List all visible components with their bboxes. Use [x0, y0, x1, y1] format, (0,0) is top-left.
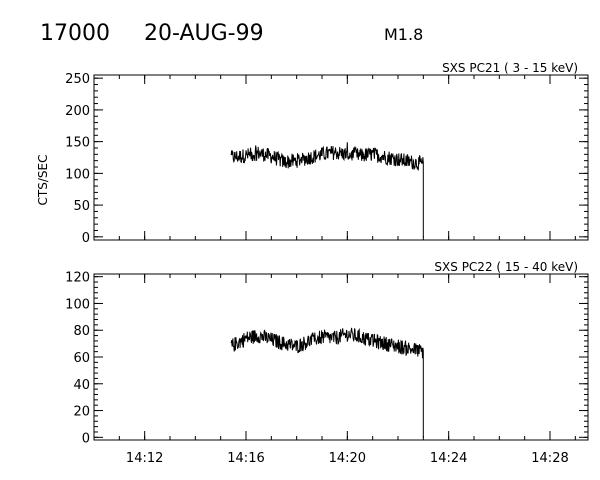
y-tick-label: 80 — [73, 324, 90, 339]
y-tick-label: 0 — [82, 431, 90, 446]
panel-title-pc21: SXS PC21 ( 3 - 15 keV) — [442, 61, 578, 75]
plot-frame-pc21 — [93, 74, 589, 241]
event-id: 17000 — [40, 21, 110, 46]
x-tick-label: 14:28 — [531, 451, 568, 466]
ticks-pc21: 0 50 100 150 200 250 — [65, 72, 588, 246]
x-tick-label: 14:12 — [126, 451, 163, 466]
ticks-pc22: 14:12 14:16 14:20 14:24 14:28 0 20 40 60 80 100 120 — [65, 271, 588, 466]
y-tick-label: 100 — [65, 167, 90, 182]
panel-pc21: SXS PC21 ( 3 - 15 keV) CTS/SEC 0 50 100 150… — [36, 61, 589, 246]
event-date: 20-AUG-99 — [144, 21, 264, 46]
y-tick-label: 250 — [65, 72, 90, 87]
panel-title-pc22: SXS PC22 ( 15 - 40 keV) — [434, 260, 578, 274]
trace-pc22 — [230, 327, 424, 438]
y-tick-label: 150 — [65, 136, 90, 151]
flare-class: M1.8 — [384, 25, 423, 44]
plot-frame-pc22 — [93, 273, 589, 441]
y-tick-label: 40 — [73, 378, 90, 393]
y-tick-label: 120 — [65, 271, 90, 286]
trace-pc21 — [230, 142, 424, 237]
panel-pc22: SXS PC22 ( 15 - 40 keV) 14:12 14:16 14:20 1… — [65, 260, 589, 466]
y-tick-label: 20 — [73, 405, 90, 420]
y-tick-label: 50 — [73, 199, 90, 214]
y-tick-label: 100 — [65, 297, 90, 312]
x-tick-label: 14:24 — [430, 451, 467, 466]
y-tick-label: 0 — [82, 231, 90, 246]
x-tick-label: 14:20 — [329, 451, 366, 466]
y-tick-label: 60 — [73, 351, 90, 366]
y-axis-label: CTS/SEC — [36, 155, 50, 206]
y-tick-label: 200 — [65, 104, 90, 119]
x-tick-label: 14:16 — [227, 451, 264, 466]
